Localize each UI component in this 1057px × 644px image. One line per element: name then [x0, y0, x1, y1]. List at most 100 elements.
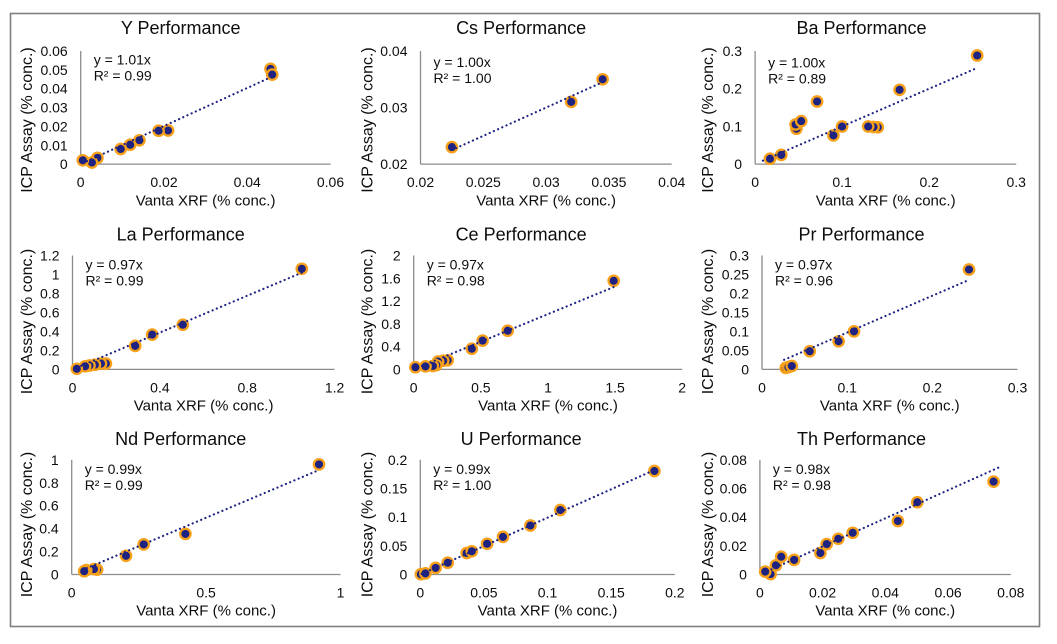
svg-text:0.2: 0.2 [39, 544, 59, 560]
svg-text:0.02: 0.02 [720, 538, 747, 554]
svg-text:R² = 0.99: R² = 0.99 [94, 68, 152, 84]
svg-text:Vanta XRF (% conc.): Vanta XRF (% conc.) [136, 192, 276, 209]
svg-text:U Performance: U Performance [461, 429, 582, 449]
svg-text:0: 0 [416, 585, 424, 601]
svg-text:Vanta XRF (% conc.): Vanta XRF (% conc.) [815, 603, 955, 620]
svg-text:0.08: 0.08 [997, 585, 1024, 601]
svg-text:0.3: 0.3 [730, 248, 750, 264]
svg-text:0.15: 0.15 [598, 585, 625, 601]
svg-text:R² = 0.98: R² = 0.98 [427, 273, 485, 289]
svg-text:0.04: 0.04 [40, 81, 67, 97]
svg-text:0.025: 0.025 [466, 174, 501, 190]
svg-text:Nd Performance: Nd Performance [115, 429, 246, 449]
svg-text:Vanta XRF (% conc.): Vanta XRF (% conc.) [134, 398, 274, 415]
svg-text:0: 0 [51, 567, 59, 583]
svg-text:ICP Assay (% conc.): ICP Assay (% conc.) [700, 47, 717, 193]
svg-text:Vanta XRF (% conc.): Vanta XRF (% conc.) [820, 398, 960, 415]
svg-text:0.06: 0.06 [317, 174, 344, 190]
svg-text:0.2: 0.2 [665, 585, 685, 601]
svg-text:0.03: 0.03 [532, 174, 559, 190]
svg-text:0: 0 [734, 156, 742, 172]
svg-text:Vanta XRF (% conc.): Vanta XRF (% conc.) [816, 192, 956, 209]
svg-text:Vanta XRF (% conc.): Vanta XRF (% conc.) [478, 603, 618, 620]
svg-text:y = 1.01x: y = 1.01x [94, 52, 151, 68]
svg-text:0.02: 0.02 [407, 174, 434, 190]
svg-text:y = 0.99x: y = 0.99x [85, 461, 142, 477]
svg-text:0.1: 0.1 [832, 174, 852, 190]
svg-text:y = 0.97x: y = 0.97x [86, 257, 143, 273]
svg-text:2: 2 [393, 248, 401, 264]
svg-text:0.2: 0.2 [919, 174, 939, 190]
svg-text:1.5: 1.5 [605, 379, 625, 395]
svg-text:0: 0 [400, 567, 408, 583]
svg-text:0.15: 0.15 [380, 481, 407, 497]
svg-text:0.04: 0.04 [872, 585, 899, 601]
svg-text:0.5: 0.5 [196, 585, 216, 601]
svg-text:ICP Assay (% conc.): ICP Assay (% conc.) [700, 249, 717, 395]
svg-text:Cs Performance: Cs Performance [456, 18, 586, 38]
svg-text:0.6: 0.6 [40, 305, 60, 321]
svg-text:ICP Assay (% conc.): ICP Assay (% conc.) [360, 47, 377, 193]
svg-text:0.2: 0.2 [730, 286, 750, 302]
svg-text:0: 0 [68, 585, 76, 601]
svg-text:ICP Assay (% conc.): ICP Assay (% conc.) [360, 452, 377, 598]
svg-text:0.4: 0.4 [40, 323, 60, 339]
svg-text:0.1: 0.1 [723, 118, 743, 134]
svg-text:Y Performance: Y Performance [121, 18, 241, 38]
svg-text:0: 0 [69, 379, 77, 395]
svg-text:0.8: 0.8 [40, 286, 60, 302]
svg-text:0: 0 [751, 174, 759, 190]
svg-text:0.08: 0.08 [720, 452, 747, 468]
svg-text:0.1: 0.1 [730, 323, 750, 339]
svg-text:R² = 0.99: R² = 0.99 [86, 273, 144, 289]
svg-text:0: 0 [60, 156, 68, 172]
svg-text:0.2: 0.2 [723, 81, 743, 97]
svg-text:0.03: 0.03 [40, 100, 67, 116]
svg-text:0.5: 0.5 [471, 379, 491, 395]
svg-text:0: 0 [758, 379, 766, 395]
svg-text:0.4: 0.4 [150, 379, 170, 395]
svg-text:0: 0 [52, 361, 60, 377]
svg-text:Th Performance: Th Performance [797, 429, 926, 449]
svg-text:y = 0.99x: y = 0.99x [433, 461, 490, 477]
svg-text:R² = 1.00: R² = 1.00 [434, 70, 492, 86]
svg-text:0.15: 0.15 [722, 305, 749, 321]
svg-text:0.8: 0.8 [381, 316, 401, 332]
svg-text:0: 0 [77, 174, 85, 190]
svg-text:0.04: 0.04 [658, 174, 685, 190]
svg-text:y = 0.97x: y = 0.97x [427, 257, 484, 273]
svg-text:y = 0.98x: y = 0.98x [773, 461, 830, 477]
svg-text:1: 1 [544, 379, 552, 395]
svg-text:0.02: 0.02 [380, 156, 407, 172]
svg-text:ICP Assay (% conc.): ICP Assay (% conc.) [19, 47, 36, 193]
svg-text:0.1: 0.1 [388, 509, 408, 525]
svg-text:1.2: 1.2 [381, 293, 401, 309]
svg-text:0.1: 0.1 [837, 379, 857, 395]
svg-text:0.3: 0.3 [1008, 379, 1028, 395]
svg-text:0.2: 0.2 [923, 379, 943, 395]
svg-text:0: 0 [410, 379, 418, 395]
svg-text:0: 0 [739, 567, 747, 583]
svg-text:0.06: 0.06 [720, 481, 747, 497]
svg-text:ICP Assay (% conc.): ICP Assay (% conc.) [19, 452, 36, 598]
svg-text:0.01: 0.01 [40, 137, 67, 153]
svg-text:0.05: 0.05 [40, 62, 67, 78]
svg-text:0.035: 0.035 [591, 174, 626, 190]
svg-text:0.05: 0.05 [470, 585, 497, 601]
svg-text:0.4: 0.4 [381, 339, 401, 355]
svg-text:0: 0 [393, 361, 401, 377]
svg-text:0.8: 0.8 [237, 379, 257, 395]
svg-text:Vanta XRF (% conc.): Vanta XRF (% conc.) [136, 603, 276, 620]
svg-text:0.2: 0.2 [388, 452, 408, 468]
svg-text:0.06: 0.06 [934, 585, 961, 601]
svg-text:0.02: 0.02 [809, 585, 836, 601]
svg-text:0: 0 [756, 585, 764, 601]
svg-text:0.4: 0.4 [39, 521, 59, 537]
svg-text:ICP Assay (% conc.): ICP Assay (% conc.) [700, 452, 717, 598]
svg-text:1: 1 [337, 585, 345, 601]
svg-text:1.6: 1.6 [381, 270, 401, 286]
svg-text:R² = 0.99: R² = 0.99 [85, 477, 143, 493]
svg-text:0.05: 0.05 [722, 342, 749, 358]
svg-text:1.2: 1.2 [325, 379, 345, 395]
svg-text:0.3: 0.3 [723, 43, 743, 59]
